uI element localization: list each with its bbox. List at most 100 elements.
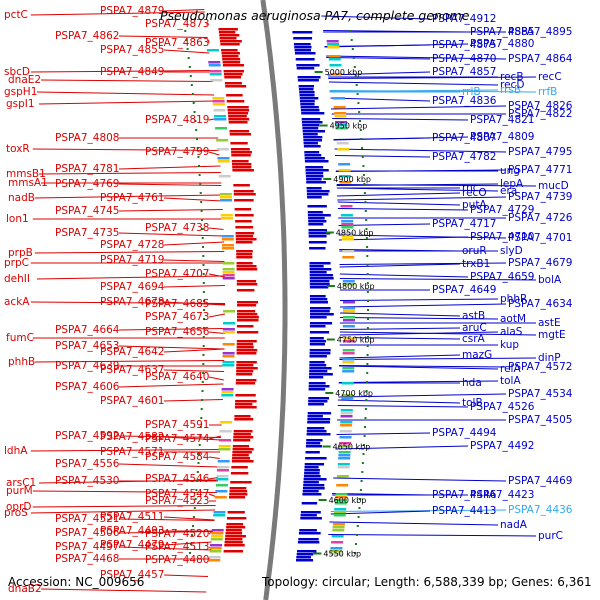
right-strand-gene xyxy=(306,427,325,430)
left-category-block xyxy=(209,73,222,76)
left-category-block xyxy=(221,391,234,394)
left-gene-label: nadB xyxy=(8,192,35,204)
right-strand-gene xyxy=(308,241,327,244)
left-connector xyxy=(118,531,213,534)
right-connector xyxy=(334,148,507,153)
left-gene-label: PSPA7_4506 xyxy=(55,527,120,539)
right-category-block xyxy=(334,511,346,514)
left-rail-dot xyxy=(198,174,201,176)
right-connector xyxy=(333,477,507,482)
left-rail-dot xyxy=(202,291,205,293)
right-strand-gene xyxy=(309,370,328,373)
right-rail-dot xyxy=(365,390,368,392)
left-strand-gene xyxy=(234,208,252,211)
right-rail-dot xyxy=(355,84,358,86)
right-rail-dot xyxy=(362,453,365,455)
tick-label: 4900 kbp xyxy=(333,175,371,184)
left-strand-gene xyxy=(236,262,253,265)
left-strand-gene xyxy=(227,112,249,115)
right-category-block xyxy=(335,496,348,499)
right-rail-dot xyxy=(350,39,353,41)
right-strand-gene xyxy=(301,112,325,115)
right-category-block xyxy=(342,367,355,370)
right-gene-label: PSPA7_4880 xyxy=(470,38,535,50)
left-strand-gene xyxy=(236,373,253,376)
right-strand-gene xyxy=(308,223,324,226)
right-connector xyxy=(329,521,499,526)
right-strand-gene xyxy=(308,220,327,223)
right-strand-gene xyxy=(303,481,319,484)
left-connector xyxy=(30,509,216,514)
right-connector xyxy=(334,155,431,158)
right-rail-dot xyxy=(366,363,369,365)
left-category-block xyxy=(219,196,232,199)
tick-label: 4550 kbp xyxy=(323,550,361,559)
left-connector xyxy=(118,35,208,38)
left-category-block xyxy=(217,460,230,463)
right-connector xyxy=(330,509,507,512)
right-rail-dot xyxy=(366,264,369,266)
right-rail-dot xyxy=(353,66,356,68)
right-category-block xyxy=(330,547,343,550)
left-gene-label: PSPA7_4735 xyxy=(55,227,120,239)
left-connector xyxy=(163,197,223,202)
right-category-block xyxy=(334,508,347,511)
left-strand-gene xyxy=(219,34,240,37)
right-strand-gene xyxy=(301,118,321,121)
right-strand-gene xyxy=(307,205,327,208)
right-category-block xyxy=(336,142,349,145)
right-rail-dot xyxy=(366,345,369,347)
right-rail-dot xyxy=(357,516,360,518)
right-gene-label: PSPA7_4857 xyxy=(432,66,497,78)
left-strand-gene xyxy=(229,487,247,490)
left-strand-gene xyxy=(236,289,255,292)
right-gene-label: astE xyxy=(538,317,561,329)
left-category-block xyxy=(222,328,235,331)
right-gene-label: PSPA7_4492 xyxy=(470,440,535,452)
left-connector xyxy=(163,241,225,246)
right-rail-dot xyxy=(361,147,364,149)
left-rail-dot xyxy=(192,525,194,527)
right-strand-gene xyxy=(309,373,333,376)
right-strand-gene xyxy=(302,124,320,127)
right-gene-label: bolA xyxy=(538,274,562,286)
left-connector xyxy=(208,331,225,334)
left-connector xyxy=(163,436,222,441)
right-category-block xyxy=(332,529,345,532)
right-strand-gene xyxy=(306,187,322,190)
right-category-block xyxy=(342,340,355,343)
left-gene-label: PSPA7_4513 xyxy=(145,541,210,553)
right-rail-dot xyxy=(366,327,369,329)
right-rail-dot xyxy=(364,201,367,203)
left-strand-gene xyxy=(231,154,251,157)
right-category-block xyxy=(338,169,351,172)
left-rail-dot xyxy=(187,57,190,59)
left-gene-label: PSPA7_4719 xyxy=(100,254,165,266)
left-gene-label: PSPA7_4769 xyxy=(55,178,120,190)
right-gene-label: recC xyxy=(538,71,562,83)
right-rail-dot xyxy=(365,219,368,221)
right-gene-label: era xyxy=(500,185,517,197)
left-strand-gene xyxy=(234,418,254,421)
left-connector xyxy=(118,383,224,388)
right-strand-gene xyxy=(310,301,329,304)
right-strand-gene xyxy=(307,214,331,217)
right-strand-gene xyxy=(306,190,330,193)
right-strand-gene xyxy=(297,76,321,79)
left-connector xyxy=(163,541,212,546)
right-gene-label: oruR xyxy=(462,245,487,257)
right-strand-gene xyxy=(308,403,325,406)
left-strand-gene xyxy=(225,535,246,538)
right-gene-label: kup xyxy=(500,339,519,351)
right-connector xyxy=(339,312,461,317)
left-category-block xyxy=(212,100,225,103)
left-category-block xyxy=(221,217,233,220)
right-strand-gene xyxy=(297,79,319,82)
right-rail-dot xyxy=(364,426,366,428)
left-gene-label: PSPA7_4678 xyxy=(100,296,165,308)
right-strand-gene xyxy=(305,169,329,172)
right-rail-dot xyxy=(366,246,369,248)
left-category-block xyxy=(218,175,231,178)
right-category-block xyxy=(338,445,351,448)
left-category-block xyxy=(212,97,225,100)
